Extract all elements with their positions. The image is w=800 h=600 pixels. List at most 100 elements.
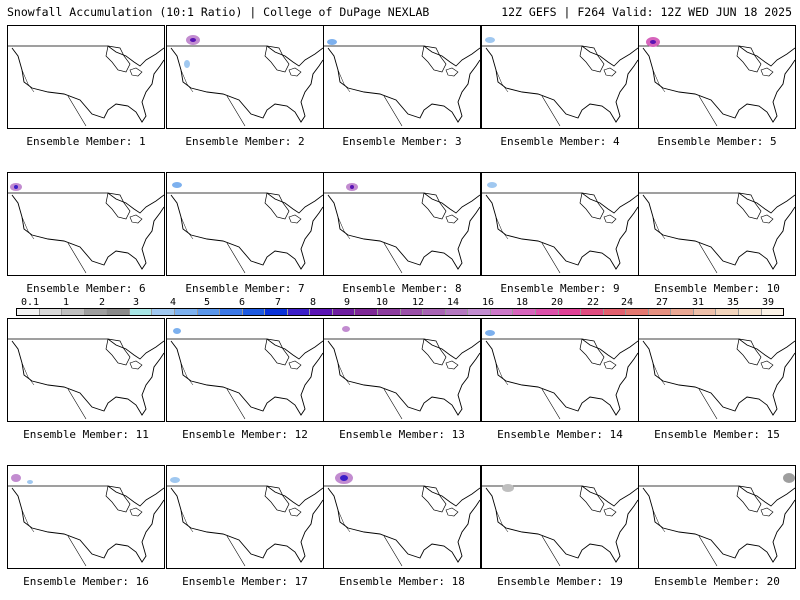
colorbar-segment (581, 309, 604, 315)
colorbar-segment (445, 309, 469, 315)
colorbar-segment (739, 309, 762, 315)
ensemble-map-16 (7, 465, 165, 569)
colorbar-tick-label: 35 (726, 297, 740, 308)
ensemble-member-label: Ensemble Member: 11 (23, 428, 149, 441)
ensemble-map-19 (481, 465, 639, 569)
colorbar-segment (716, 309, 739, 315)
ensemble-member-label: Ensemble Member: 6 (26, 282, 146, 295)
ensemble-member-label: Ensemble Member: 7 (185, 282, 305, 295)
ensemble-map-20 (638, 465, 796, 569)
map-outline (639, 338, 795, 420)
colorbar-tick-label: 3 (132, 297, 140, 308)
ensemble-map-14 (481, 318, 639, 422)
ensemble-member-label: Ensemble Member: 14 (497, 428, 623, 441)
colorbar-segment (648, 309, 672, 315)
map-outline (324, 183, 480, 274)
colorbar-tick-label: 0.1 (20, 297, 40, 308)
ensemble-member-label: Ensemble Member: 19 (497, 575, 623, 588)
ensemble-member-label: Ensemble Member: 1 (26, 135, 146, 148)
colorbar-segment (355, 309, 378, 315)
map-outline (8, 183, 164, 274)
colorbar-segment (468, 309, 491, 315)
colorbar-tick-label: 2 (98, 297, 106, 308)
ensemble-map-10 (638, 172, 796, 276)
map-outline (324, 472, 480, 567)
ensemble-member-label: Ensemble Member: 20 (654, 575, 780, 588)
colorbar-tick-label: 8 (309, 297, 317, 308)
ensemble-member-label: Ensemble Member: 18 (339, 575, 465, 588)
ensemble-map-11 (7, 318, 165, 422)
colorbar-segment (62, 309, 85, 315)
colorbar-segment (693, 309, 717, 315)
map-outline (167, 328, 323, 420)
colorbar-segment (107, 309, 130, 315)
map-outline (639, 37, 795, 127)
ensemble-map-2 (166, 25, 324, 129)
map-outline (167, 35, 323, 127)
colorbar-tick-label: 4 (169, 297, 177, 308)
map-outline (324, 39, 480, 127)
ensemble-map-4 (481, 25, 639, 129)
ensemble-map-1 (7, 25, 165, 129)
ensemble-map-13 (323, 318, 481, 422)
map-outline (482, 484, 638, 567)
colorbar-segment (490, 309, 514, 315)
ensemble-member-label: Ensemble Member: 15 (654, 428, 780, 441)
ensemble-member-label: Ensemble Member: 4 (500, 135, 620, 148)
ensemble-member-label: Ensemble Member: 13 (339, 428, 465, 441)
valid-time: 12Z GEFS | F264 Valid: 12Z WED JUN 18 20… (501, 5, 792, 19)
ensemble-member-label: Ensemble Member: 17 (182, 575, 308, 588)
colorbar-segment (671, 309, 694, 315)
colorbar-tick-label: 9 (343, 297, 351, 308)
colorbar-segment (84, 309, 108, 315)
ensemble-member-label: Ensemble Member: 12 (182, 428, 308, 441)
colorbar-segment (152, 309, 175, 315)
map-outline (639, 192, 795, 274)
ensemble-map-18 (323, 465, 481, 569)
colorbar-segment (129, 309, 153, 315)
map-title: Snowfall Accumulation (10:1 Ratio) | Col… (7, 5, 430, 19)
map-outline (639, 473, 795, 567)
ensemble-member-label: Ensemble Member: 16 (23, 575, 149, 588)
map-outline (482, 37, 638, 127)
colorbar-segment (558, 309, 582, 315)
ensemble-map-8 (323, 172, 481, 276)
ensemble-map-17 (166, 465, 324, 569)
map-outline (8, 45, 164, 127)
colorbar-segment (378, 309, 401, 315)
colorbar-tick-label: 14 (446, 297, 460, 308)
colorbar-tick-label: 27 (655, 297, 669, 308)
colorbar-tick-label: 18 (515, 297, 529, 308)
colorbar-tick-label: 22 (586, 297, 600, 308)
ensemble-member-label: Ensemble Member: 5 (657, 135, 777, 148)
map-outline (167, 477, 323, 567)
map-outline (482, 330, 638, 420)
colorbar-segment (265, 309, 288, 315)
ensemble-member-label: Ensemble Member: 10 (654, 282, 780, 295)
ensemble-map-7 (166, 172, 324, 276)
ensemble-map-3 (323, 25, 481, 129)
ensemble-member-label: Ensemble Member: 3 (342, 135, 462, 148)
colorbar-segment (39, 309, 63, 315)
map-outline (324, 326, 480, 420)
map-outline (482, 182, 638, 274)
colorbar-segment (761, 309, 784, 315)
ensemble-map-9 (481, 172, 639, 276)
colorbar-tick-label: 6 (238, 297, 246, 308)
colorbar-tick-label: 16 (481, 297, 495, 308)
colorbar-segment (310, 309, 333, 315)
ensemble-map-5 (638, 25, 796, 129)
colorbar-segment (400, 309, 424, 315)
map-outline (8, 338, 164, 420)
ensemble-member-label: Ensemble Member: 9 (500, 282, 620, 295)
colorbar-segment (242, 309, 266, 315)
colorbar-segment (603, 309, 627, 315)
ensemble-member-label: Ensemble Member: 8 (342, 282, 462, 295)
colorbar-segment (332, 309, 356, 315)
colorbar-tick-label: 12 (411, 297, 425, 308)
colorbar-tick-label: 31 (691, 297, 705, 308)
colorbar-segment (174, 309, 198, 315)
colorbar-segment (626, 309, 649, 315)
colorbar-segment (17, 309, 40, 315)
colorbar-segment (513, 309, 536, 315)
